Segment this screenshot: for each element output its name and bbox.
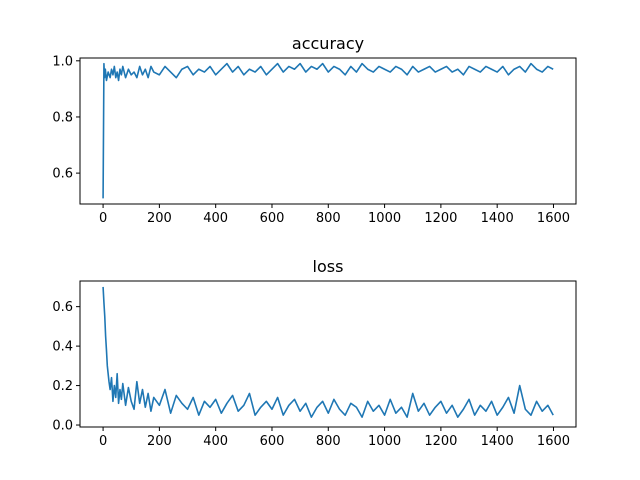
accuracy-xtick-label: 800 bbox=[316, 211, 341, 226]
loss-xtick-label: 600 bbox=[260, 434, 285, 449]
loss-xtick-label: 200 bbox=[147, 434, 172, 449]
accuracy-xtick-label: 400 bbox=[203, 211, 228, 226]
accuracy-ticks: 0 200 400 600 800 1000 1200 1400 1600 0.6 0.8 1.0 bbox=[52, 54, 570, 226]
accuracy-xtick-label: 1400 bbox=[481, 211, 514, 226]
accuracy-xtick-label: 600 bbox=[260, 211, 285, 226]
accuracy-ytick-label: 0.6 bbox=[52, 167, 73, 182]
loss-xtick-label: 1400 bbox=[481, 434, 514, 449]
loss-xtick-label: 1000 bbox=[368, 434, 401, 449]
loss-ticks: 0 200 400 600 800 1000 1200 1400 1600 0.0 0.2 0.4 0.… bbox=[52, 300, 570, 449]
accuracy-ytick-label: 0.8 bbox=[52, 110, 73, 125]
loss-ytick-label: 0.4 bbox=[52, 340, 73, 355]
loss-ytick-label: 0.0 bbox=[52, 419, 73, 434]
loss-xtick-label: 0 bbox=[99, 434, 107, 449]
loss-xtick-label: 400 bbox=[203, 434, 228, 449]
loss-ytick-label: 0.2 bbox=[52, 379, 73, 394]
accuracy-ytick-label: 1.0 bbox=[52, 54, 73, 69]
loss-ytick-label: 0.6 bbox=[52, 300, 73, 315]
loss-series-line bbox=[102, 286, 554, 418]
loss-xtick-label: 1200 bbox=[424, 434, 457, 449]
accuracy-xtick-label: 1200 bbox=[424, 211, 457, 226]
accuracy-subplot: accuracy 0 200 400 600 800 1000 1200 1400 1600 0.… bbox=[52, 34, 577, 226]
accuracy-xtick-label: 200 bbox=[147, 211, 172, 226]
accuracy-title: accuracy bbox=[292, 34, 364, 53]
accuracy-xtick-label: 1600 bbox=[537, 211, 570, 226]
loss-xtick-label: 800 bbox=[316, 434, 341, 449]
loss-title: loss bbox=[313, 257, 344, 276]
loss-subplot: loss 0 200 400 600 800 1000 1200 1400 1600 0.0 0.2… bbox=[52, 257, 577, 449]
accuracy-xtick-label: 0 bbox=[99, 211, 107, 226]
accuracy-series-line bbox=[102, 62, 554, 199]
accuracy-xtick-label: 1000 bbox=[368, 211, 401, 226]
loss-xtick-label: 1600 bbox=[537, 434, 570, 449]
